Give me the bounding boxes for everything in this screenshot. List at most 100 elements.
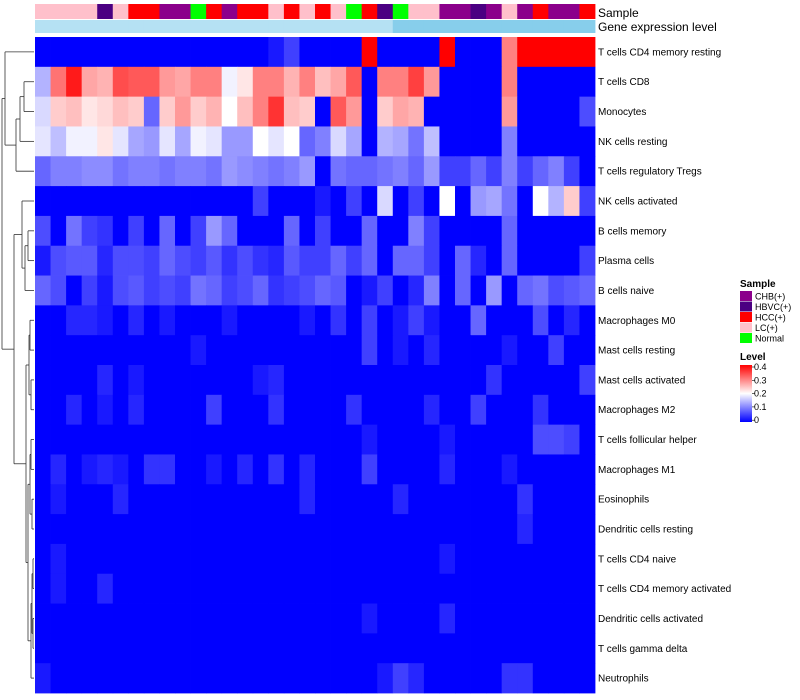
heatmap-cell <box>128 514 145 545</box>
heatmap-cell <box>112 454 129 485</box>
heatmap-cell <box>579 245 596 276</box>
row-label: Mast cells activated <box>598 375 685 386</box>
heatmap-cell <box>486 215 503 247</box>
row-label: Macrophages M1 <box>598 465 676 476</box>
heatmap-cell <box>81 245 98 276</box>
row-label: T cells CD4 memory activated <box>598 584 731 595</box>
row-label: Neutrophils <box>598 674 649 685</box>
heatmap-cell <box>283 603 300 634</box>
heatmap-cell <box>237 603 254 634</box>
heatmap-cell <box>81 573 98 604</box>
heatmap-cell <box>112 573 129 604</box>
heatmap-cell <box>486 156 503 187</box>
heatmap-cell <box>50 215 67 247</box>
heatmap-cell <box>143 484 160 515</box>
heatmap-cell <box>252 305 269 336</box>
row-label: Monocytes <box>598 107 646 118</box>
heatmap-cell <box>190 275 207 306</box>
heatmap-cell <box>66 484 83 515</box>
heatmap-cell <box>377 365 394 396</box>
heatmap-cell <box>532 514 549 545</box>
heatmap-cell <box>221 514 238 545</box>
sample-annotation-cell <box>486 4 503 19</box>
heatmap-cell <box>159 484 176 515</box>
heatmap-cell <box>190 633 207 664</box>
heatmap-cell <box>579 424 596 455</box>
heatmap-cell <box>237 633 254 664</box>
gene-expression-cell <box>455 20 471 33</box>
heatmap-cell <box>470 394 487 426</box>
row-label: Eosinophils <box>598 495 649 506</box>
heatmap-cell <box>408 603 425 634</box>
heatmap-cell <box>423 186 440 217</box>
heatmap-cell <box>252 37 269 68</box>
heatmap-cell <box>408 37 425 68</box>
heatmap-cell <box>408 186 425 217</box>
heatmap-cell <box>128 484 145 515</box>
heatmap-cell <box>439 454 456 485</box>
heatmap-cell <box>579 275 596 306</box>
heatmap-cell <box>268 37 285 68</box>
heatmap-cell <box>190 96 207 127</box>
heatmap-cell <box>35 215 51 247</box>
heatmap-cell <box>190 186 207 217</box>
heatmap-cell <box>563 305 580 336</box>
heatmap-cell <box>532 96 549 127</box>
heatmap-cell <box>470 365 487 396</box>
heatmap-cell <box>392 305 409 336</box>
heatmap-cell <box>315 514 331 545</box>
heatmap-cell <box>346 335 363 366</box>
heatmap-cell <box>563 66 580 98</box>
heatmap-cell <box>392 275 409 306</box>
level-legend-tick-label: 0.1 <box>754 402 767 412</box>
heatmap-cell <box>361 37 378 68</box>
heatmap-cell <box>330 633 347 664</box>
heatmap-cell <box>501 66 518 98</box>
heatmap-cell <box>190 245 207 276</box>
heatmap-cell <box>455 275 471 306</box>
heatmap-cell <box>548 424 565 455</box>
sample-annotation-cell <box>237 4 254 19</box>
sample-annotation-cell <box>501 4 518 19</box>
heatmap-cell <box>81 543 98 575</box>
heatmap-cell <box>206 305 223 336</box>
heatmap-cell <box>455 215 471 247</box>
row-label: T cells CD4 memory resting <box>598 47 721 58</box>
heatmap-cell <box>159 365 176 396</box>
heatmap-cell <box>548 365 565 396</box>
heatmap-cell <box>579 454 596 485</box>
heatmap-cell <box>283 424 300 455</box>
heatmap-cell <box>143 37 160 68</box>
heatmap-cell <box>377 573 394 604</box>
heatmap-cell <box>159 394 176 426</box>
heatmap-cell <box>501 156 518 187</box>
heatmap-cell <box>50 603 67 634</box>
sample-annotation-cell <box>392 4 409 19</box>
heatmap-cell <box>486 543 503 575</box>
heatmap-cell <box>237 454 254 485</box>
heatmap-cell <box>252 454 269 485</box>
heatmap-cell <box>392 96 409 127</box>
heatmap-cell <box>501 424 518 455</box>
heatmap-cell <box>299 514 316 545</box>
heatmap-cell <box>330 215 347 247</box>
heatmap-cell <box>97 215 114 247</box>
heatmap-cell <box>455 186 471 217</box>
heatmap-cell <box>81 663 98 694</box>
heatmap-cell <box>175 305 191 336</box>
heatmap-cell <box>206 454 223 485</box>
gene-expression-cell <box>470 20 487 33</box>
heatmap-cell <box>579 365 596 396</box>
heatmap-cell <box>283 156 300 187</box>
heatmap-cell <box>159 335 176 366</box>
heatmap-cell <box>501 543 518 575</box>
heatmap-cell <box>486 663 503 694</box>
heatmap-cell <box>517 305 534 336</box>
heatmap-cell <box>66 394 83 426</box>
gene-expression-cell <box>97 20 114 33</box>
heatmap-cell <box>268 663 285 694</box>
heatmap-cell <box>268 156 285 187</box>
heatmap-cell <box>377 66 394 98</box>
heatmap-cell <box>97 394 114 426</box>
heatmap-cell <box>50 454 67 485</box>
